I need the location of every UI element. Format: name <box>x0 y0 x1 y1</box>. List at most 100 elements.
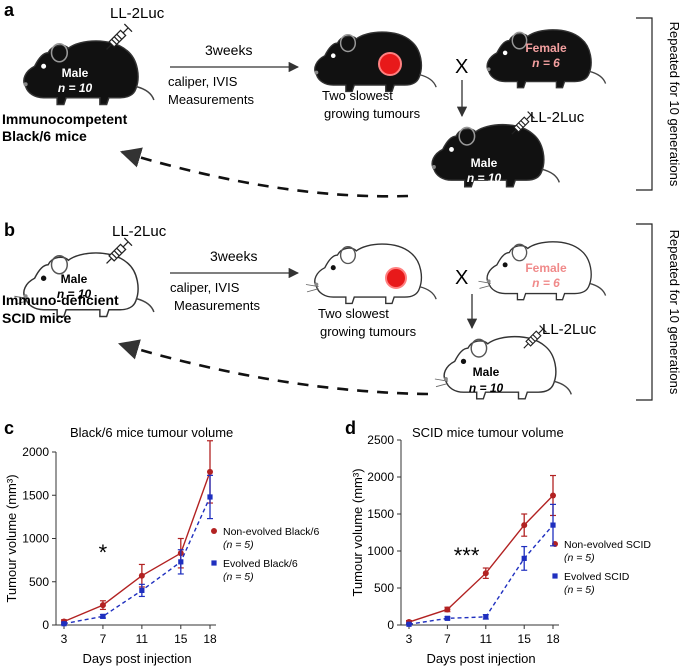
legend-label: Evolved Black/6 <box>223 558 298 570</box>
panel-a-female-n: n = 6 <box>532 56 560 70</box>
panel-a-arrow-bottom-1: caliper, IVIS <box>168 74 238 89</box>
panel-a-offspring-syringe-label: LL-2Luc <box>530 109 585 126</box>
panel-a-arrow-top: 3weeks <box>205 42 252 58</box>
data-point <box>138 572 145 579</box>
panel-b-arrow-bottom-2: Measurements <box>174 298 260 313</box>
y-tick-label: 1500 <box>367 507 394 521</box>
panel-a-repeat-bracket <box>636 17 653 191</box>
legend-n: (n = 5) <box>564 584 595 596</box>
panel-b-slow-1: Two slowest <box>318 306 389 321</box>
panel-c-letter: c <box>4 418 14 438</box>
x-tick-label: 18 <box>203 632 217 646</box>
series-line-1 <box>408 524 554 625</box>
x-tick-label: 7 <box>100 632 107 646</box>
x-tick-label: 18 <box>546 632 560 646</box>
data-point <box>100 613 106 619</box>
data-point <box>444 615 450 621</box>
data-point <box>550 522 556 528</box>
panel-b-return-arrow <box>118 339 429 396</box>
panel-b-offspring-male-label: Male <box>473 365 500 379</box>
panel-b-strain-line2: SCID mice <box>2 310 71 326</box>
x-tick-label: 11 <box>480 632 493 646</box>
legend-label: Non-evolved Black/6 <box>223 526 319 538</box>
panel-b-arrow-bottom-1: caliper, IVIS <box>170 280 240 295</box>
panel-b-cross: X <box>455 267 468 289</box>
panel-a-tumour-mouse-illustration <box>313 31 437 93</box>
y-tick-label: 500 <box>29 575 49 589</box>
legend-marker <box>211 528 217 534</box>
panel-a-arrow-bottom-2: Measurements <box>168 92 254 107</box>
panel-a-slow-2: growing tumours <box>324 106 421 121</box>
y-tick-label: 2500 <box>367 433 394 447</box>
x-axis-label: Days post injection <box>426 651 535 666</box>
series-line-0 <box>63 471 211 623</box>
panel-b-repeat-label: Repeated for 10 generations <box>667 230 682 395</box>
y-axis-label: Tumour volume (mm³) <box>350 468 365 596</box>
data-point <box>521 522 528 529</box>
chart-title: Black/6 mice tumour volume <box>70 425 233 440</box>
data-point <box>207 494 213 500</box>
panel-b-male-n: n = 10 <box>57 287 92 301</box>
panel-a-cross: X <box>455 56 468 78</box>
y-tick-label: 0 <box>387 618 394 632</box>
panel-b-repeat-bracket <box>636 223 653 401</box>
panel-b-slow-2: growing tumours <box>320 324 417 339</box>
y-tick-label: 2000 <box>22 445 49 459</box>
panel-a-return-arrow <box>120 147 409 198</box>
panel-b-offspring-syringe-label: LL-2Luc <box>542 321 597 338</box>
chart-title: SCID mice tumour volume <box>412 425 564 440</box>
panel-b-tumour-mouse-illustration <box>305 243 437 305</box>
panel-a-syringe-label: LL-2Luc <box>110 5 165 22</box>
panel-b-arrow-top: 3weeks <box>210 248 257 264</box>
data-point <box>207 468 213 475</box>
panel-a-female-label: Female <box>525 41 567 55</box>
panel-a-letter: a <box>4 0 15 20</box>
chart-d: SCID mice tumour volume 0 500 1000 1500 2000 2… <box>350 425 651 666</box>
x-tick-label: 15 <box>518 632 532 646</box>
panel-a-strain-line1: Immunocompetent <box>2 111 128 127</box>
panel-a: a LL-2Luc Male n = 10 Immunocompetent Bl… <box>2 0 682 198</box>
significance-annotation: * <box>99 540 108 565</box>
panel-a-slow-1: Two slowest <box>322 88 393 103</box>
y-tick-label: 2000 <box>367 470 394 484</box>
y-tick-label: 1000 <box>22 532 49 546</box>
x-axis-label: Days post injection <box>82 651 191 666</box>
x-tick-label: 7 <box>444 632 451 646</box>
y-tick-label: 1000 <box>367 544 394 558</box>
data-point <box>178 559 184 565</box>
panel-a-male-n: n = 10 <box>58 81 93 95</box>
legend-n: (n = 5) <box>223 539 254 551</box>
legend-marker <box>211 560 217 566</box>
x-tick-label: 3 <box>406 632 413 646</box>
legend-n: (n = 5) <box>564 552 595 564</box>
data-point <box>61 621 67 627</box>
panel-a-offspring-male-n: n = 10 <box>467 171 502 185</box>
series-line-1 <box>63 496 211 625</box>
y-axis-label: Tumour volume (mm³) <box>4 474 19 602</box>
data-point <box>406 621 412 627</box>
panel-b-female-label: Female <box>525 261 567 275</box>
panel-d-letter: d <box>345 418 356 438</box>
legend-label: Evolved SCID <box>564 571 630 583</box>
panel-b-tumour-marker <box>385 267 407 289</box>
chart-c: Black/6 mice tumour volume 0 500 1000 1500 20… <box>4 425 319 666</box>
panel-b-strain-line1: Immuno-deficient <box>2 292 119 308</box>
data-point <box>521 555 527 561</box>
x-tick-label: 15 <box>174 632 188 646</box>
panel-b-syringe-label: LL-2Luc <box>112 223 167 240</box>
legend-n: (n = 5) <box>223 571 254 583</box>
data-point <box>99 602 106 609</box>
panel-a-strain-line2: Black/6 mice <box>2 128 87 144</box>
panel-b-female-n: n = 6 <box>532 276 560 290</box>
legend-label: Non-evolved SCID <box>564 539 651 551</box>
panel-b: b LL-2Luc Male n = 10 Immuno-deficient S… <box>2 220 682 401</box>
y-tick-label: 0 <box>42 618 49 632</box>
data-point <box>444 606 451 613</box>
x-tick-label: 3 <box>61 632 68 646</box>
panel-b-offspring-male-n: n = 10 <box>469 381 504 395</box>
panel-a-repeat-label: Repeated for 10 generations <box>667 22 682 187</box>
data-point <box>483 614 489 620</box>
series-line-0 <box>408 495 554 623</box>
panel-b-letter: b <box>4 220 15 240</box>
